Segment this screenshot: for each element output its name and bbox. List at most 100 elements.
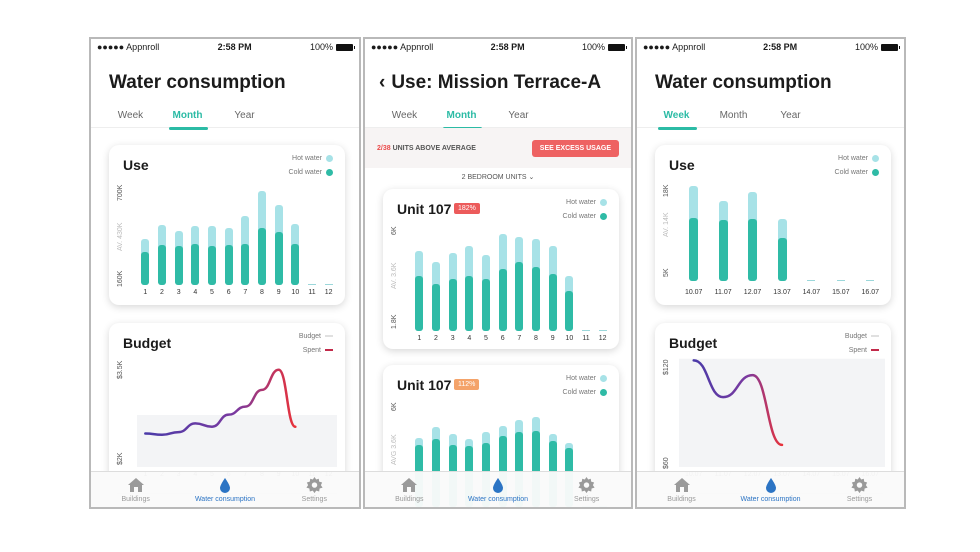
x-tick-label: 13.07: [773, 289, 791, 296]
bar-cold-water[interactable]: [777, 238, 787, 281]
phone-screen-building-detail: ●●●●● Appnroll 2:58 PM 100% ‹ Use: Missi…: [363, 37, 633, 509]
tabbar-settings[interactable]: Settings: [274, 476, 354, 503]
x-tick-label: 10: [291, 289, 300, 296]
tab-month[interactable]: Month: [719, 110, 748, 121]
house-icon: [127, 476, 145, 494]
x-tick-label: 5: [484, 335, 488, 342]
tab-year[interactable]: Year: [234, 110, 255, 121]
legend-cold-label: Cold water: [288, 168, 322, 176]
tabbar-water[interactable]: Water consumption: [731, 476, 811, 503]
budget-area: [679, 358, 885, 467]
tabbar-water[interactable]: Water consumption: [458, 476, 538, 503]
tabbar-label: Water consumption: [467, 496, 528, 503]
back-arrow-icon[interactable]: ‹: [379, 72, 386, 93]
tabbar-settings[interactable]: Settings: [547, 476, 627, 503]
period-tabs: Week Month Year: [91, 110, 359, 130]
status-bar: ●●●●● Appnroll 2:58 PM 100%: [365, 39, 631, 55]
bar-cold-water[interactable]: [498, 268, 507, 331]
gear-icon: [851, 476, 868, 494]
bar-cold-water[interactable]: [258, 227, 266, 285]
spent-line[interactable]: [692, 359, 784, 447]
tabbar-buildings[interactable]: Buildings: [369, 476, 449, 503]
bar-cold-water[interactable]: [291, 243, 300, 285]
bar-cold-water[interactable]: [191, 243, 200, 285]
tabbar-buildings[interactable]: Buildings: [96, 476, 176, 503]
tabbar-label: Settings: [301, 496, 327, 503]
y-axis-max: $3.5K: [117, 360, 124, 379]
bar-cold-water[interactable]: [482, 279, 490, 331]
bar-cold-water[interactable]: [415, 275, 424, 331]
phone-screen-weekly: ●●●●● Appnroll 2:58 PM 100% Water consum…: [635, 37, 906, 509]
unit-card[interactable]: Unit 107 182% Hot water Cold water 6K AV…: [383, 189, 619, 349]
bar-cold-water[interactable]: [465, 275, 474, 331]
tab-week[interactable]: Week: [117, 110, 144, 121]
bar-cold-water[interactable]: [532, 266, 540, 331]
x-tick-label: 10.07: [684, 289, 703, 296]
bar-cold-water[interactable]: [515, 432, 524, 507]
units-above-text: UNITS ABOVE AVERAGE: [390, 144, 476, 152]
tab-month[interactable]: Month: [159, 110, 216, 130]
hot-water-dot-icon: [326, 154, 333, 162]
use-bar-chart: [679, 181, 885, 281]
bar-cold-water[interactable]: [224, 245, 233, 285]
bottom-tab-bar: Buildings Water consumption Settings: [91, 471, 359, 507]
x-tick-label: 7: [517, 335, 522, 342]
tabbar-buildings[interactable]: Buildings: [642, 476, 722, 503]
legend-spent-label: Spent: [848, 346, 867, 354]
bar-cold-water[interactable]: [689, 218, 699, 281]
percent-badge: 112%: [454, 379, 480, 390]
clock: 2:58 PM: [763, 42, 798, 52]
legend: Budget Spent: [845, 329, 879, 357]
tab-year[interactable]: Year: [780, 110, 801, 121]
water-drop-icon: [492, 476, 504, 494]
see-excess-usage-button[interactable]: SEE EXCESS USAGE: [531, 139, 619, 157]
bar-cold-water[interactable]: [274, 232, 283, 285]
tab-year[interactable]: Year: [508, 110, 529, 121]
bar-cold-water[interactable]: [565, 291, 574, 331]
bar-cold-water[interactable]: [448, 279, 457, 331]
bar-cold-water[interactable]: [158, 245, 166, 285]
use-card[interactable]: Use Hot water Cold water 18K AV. 14K 5K …: [655, 145, 891, 305]
empty-bar-marker: [324, 284, 333, 285]
bar-cold-water[interactable]: [532, 430, 540, 507]
tabbar-label: Water consumption: [194, 496, 255, 503]
water-drop-icon: [765, 476, 777, 494]
legend: Hot water Cold water: [563, 371, 607, 399]
unit-group-dropdown[interactable]: 2 BEDROOM UNITS ⌄: [365, 173, 631, 181]
card-title: Use: [669, 157, 695, 173]
bar-cold-water[interactable]: [718, 219, 728, 281]
budget-card[interactable]: Budget Budget Spent $3.5K $2K 1234567891…: [109, 323, 345, 493]
tabbar-label: Water consumption: [740, 496, 801, 503]
x-tick-label: 8: [260, 289, 264, 296]
card-title: Unit 107: [397, 377, 452, 393]
tabbar-water[interactable]: Water consumption: [185, 476, 265, 503]
bar-cold-water[interactable]: [241, 243, 250, 285]
bar-cold-water[interactable]: [174, 246, 183, 285]
bar-cold-water[interactable]: [515, 261, 524, 331]
bar-cold-water[interactable]: [432, 284, 440, 331]
hot-water-dot-icon: [872, 154, 879, 162]
page-title: Water consumption: [655, 72, 832, 93]
bar-cold-water[interactable]: [141, 252, 150, 285]
x-tick-label: 15.07: [832, 289, 850, 296]
bar-cold-water[interactable]: [208, 246, 216, 285]
use-card[interactable]: Use Hot water Cold water 700K AV. 430K 1…: [109, 145, 345, 305]
tabbar-settings[interactable]: Settings: [820, 476, 900, 503]
spent-line[interactable]: [144, 368, 297, 437]
x-tick-label: 7: [243, 289, 248, 296]
phone-screen-monthly: ●●●●● Appnroll 2:58 PM 100% Water consum…: [89, 37, 361, 509]
card-title: Budget: [123, 335, 172, 351]
battery-icon: [335, 43, 355, 51]
budget-card[interactable]: Budget Budget Spent $120 $60 10.0711.071…: [655, 323, 891, 493]
bar-cold-water[interactable]: [748, 218, 758, 281]
period-tabs: Week Month Year: [365, 110, 631, 130]
tab-month[interactable]: Month: [433, 110, 490, 130]
tab-week[interactable]: Week: [648, 110, 705, 130]
cold-water-dot-icon: [872, 168, 879, 176]
x-tick-label: 4: [193, 289, 198, 296]
tab-week[interactable]: Week: [391, 110, 418, 121]
budget-line-key-icon: [871, 335, 879, 337]
card-title: Budget: [669, 335, 718, 351]
x-tick-label: 11: [582, 335, 590, 342]
bar-cold-water[interactable]: [548, 273, 557, 331]
